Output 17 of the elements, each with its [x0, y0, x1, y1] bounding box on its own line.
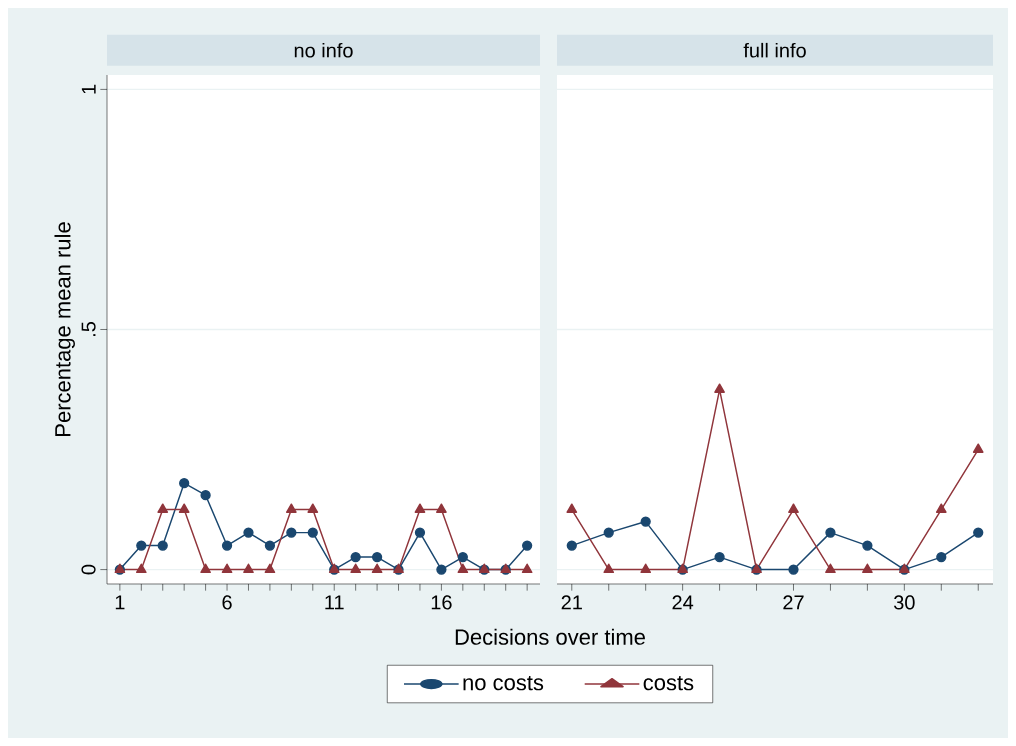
y-tick-label: .5 [81, 321, 96, 337]
x-tick-label: 6 [222, 595, 232, 610]
x-tick-label: 16 [431, 595, 452, 610]
x-tick-label: 21 [561, 595, 582, 610]
legend-label: no costs [463, 675, 544, 691]
y-axis-title: Percentage mean rule [54, 222, 75, 436]
y-tick-label: 0 [81, 564, 96, 575]
x-tick-label: 11 [325, 595, 344, 610]
legend-label: costs [643, 675, 694, 691]
x-tick-label: 30 [893, 595, 915, 610]
x-tick-label: 27 [783, 595, 804, 610]
x-axis-title: Decisions over time [455, 628, 645, 645]
x-tick-label: 24 [672, 595, 694, 610]
x-tick-label: 1 [115, 595, 125, 610]
chart-title: no info [294, 42, 353, 58]
y-tick-label: 1 [81, 84, 96, 94]
chart-title: full info [743, 42, 806, 58]
